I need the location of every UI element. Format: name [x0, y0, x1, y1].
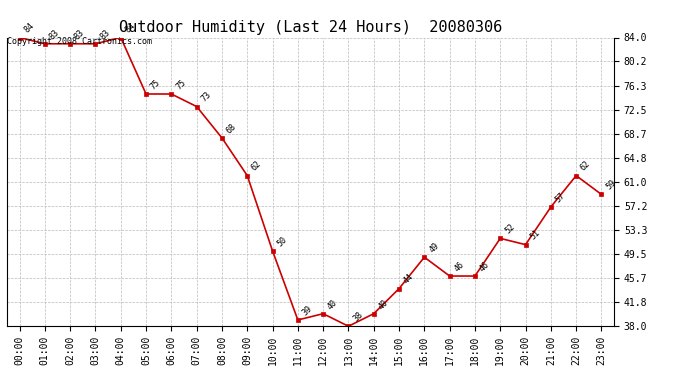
Text: 49: 49 — [427, 241, 440, 254]
Text: 39: 39 — [301, 304, 314, 317]
Text: 40: 40 — [326, 297, 339, 311]
Text: 40: 40 — [377, 297, 390, 311]
Text: 51: 51 — [529, 228, 542, 242]
Text: 62: 62 — [579, 159, 592, 173]
Text: Copyright 2008 Cartronics.com: Copyright 2008 Cartronics.com — [7, 38, 152, 46]
Text: 38: 38 — [351, 310, 364, 324]
Text: 59: 59 — [604, 178, 618, 192]
Text: 57: 57 — [553, 191, 567, 204]
Text: 75: 75 — [174, 78, 188, 91]
Text: 46: 46 — [453, 260, 466, 273]
Text: 75: 75 — [149, 78, 162, 91]
Text: 68: 68 — [225, 122, 238, 135]
Text: 84: 84 — [22, 21, 36, 35]
Text: 52: 52 — [503, 222, 516, 236]
Text: 46: 46 — [477, 260, 491, 273]
Text: 62: 62 — [250, 159, 264, 173]
Text: 83: 83 — [73, 28, 86, 41]
Text: 84: 84 — [124, 21, 137, 35]
Text: 83: 83 — [48, 28, 61, 41]
Text: 44: 44 — [402, 272, 415, 286]
Title: Outdoor Humidity (Last 24 Hours)  20080306: Outdoor Humidity (Last 24 Hours) 2008030… — [119, 20, 502, 35]
Text: 50: 50 — [275, 235, 288, 248]
Text: 73: 73 — [199, 90, 213, 104]
Text: 83: 83 — [98, 28, 112, 41]
